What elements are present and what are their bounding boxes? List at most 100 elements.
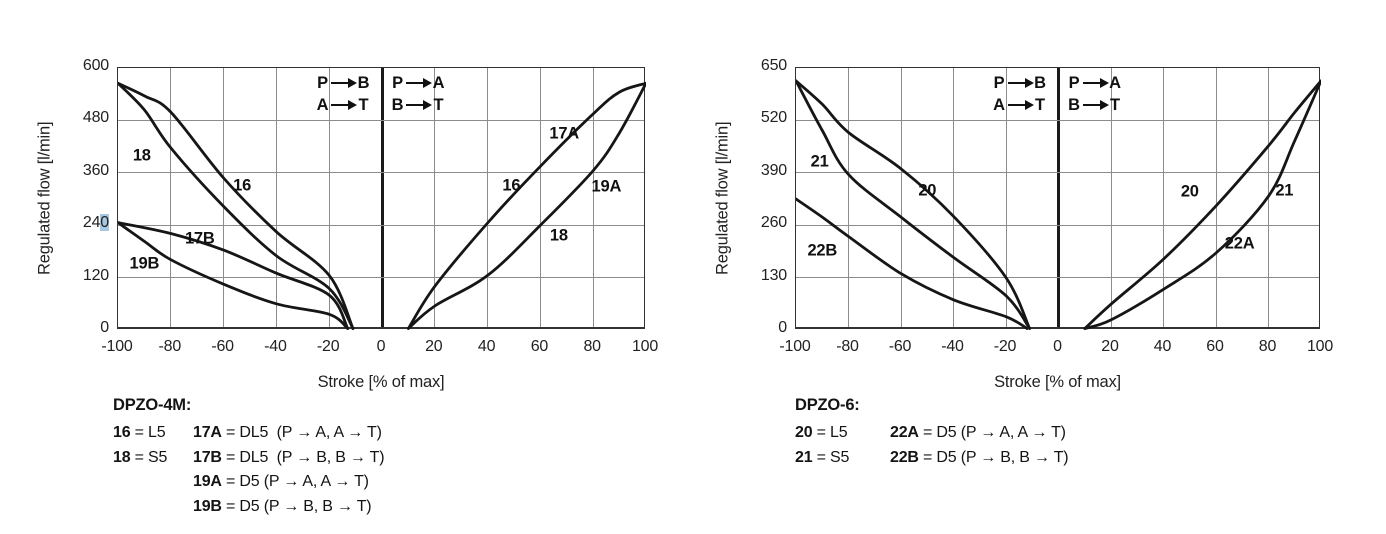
spool-code: 16 [113,424,131,442]
y-tick-label: 650 [760,57,787,74]
gridline-vertical [1005,68,1007,327]
curve-21-22A [1083,79,1321,330]
spool-code: 20 [795,424,813,442]
port-letter: T [1035,95,1045,114]
curve-19B [118,221,350,330]
plot-area-0: 18 16 17B 19B 17A 16 19A 18 P B A T P A B T [117,67,646,330]
x-tick-label: -100 [101,338,133,355]
gridline-vertical [1110,68,1112,327]
gridline-vertical [170,68,172,327]
x-tick-label: 60 [530,338,549,355]
gridline-horizontal [796,277,1319,279]
gridline-vertical [1163,68,1164,327]
spool-code: 18 [113,448,131,466]
curve-label-16: 16 [233,176,252,195]
curves-layer [796,79,1321,330]
y-tick-text: 24 [82,214,101,232]
spool-legend-1: DPZO-6: 20 = L5 22A = D5 (P → A, A → T) 21 … [795,396,1069,470]
x-tick-label: 0 [376,338,386,355]
y-tick-label: 130 [760,266,787,284]
y-tick-label: 390 [760,161,787,179]
y-tick-label: 240 [51,214,109,232]
curve-label-21: 21 [1275,181,1294,200]
spool-desc: = DL5 (P → A, A → T) [221,424,382,442]
spool-code: 22B [890,448,919,466]
gridline-horizontal [118,172,644,174]
flow-arrow-icon [1082,81,1107,85]
curve-16 [118,81,355,330]
x-axis-title: Stroke [% of max] [317,373,445,391]
spool-desc: = L5 [130,424,166,442]
y-tick-label: 0 [100,319,109,336]
x-tick-label: -60 [888,338,912,355]
spool-legend-col2: 17A = DL5 (P → A, A → T) [193,424,382,442]
curve-17B [118,221,350,330]
spool-legend-row: 16 = L5 17A = DL5 (P → A, A → T) [113,421,384,446]
gridline-vertical [1215,68,1217,327]
spool-code: 22A [890,424,919,442]
spool-desc: = S5 [130,448,168,466]
spool-code: 19B [193,497,222,515]
curves-layer [118,81,646,330]
port-letter: P [392,73,403,92]
x-tick-label: 80 [583,338,601,355]
spool-legend-col2: 22B = D5 (P → B, B → T) [890,448,1069,467]
gridline-vertical [434,68,436,327]
flow-arrow-icon [406,103,430,107]
x-tick-label: -80 [836,338,859,355]
curve-label-16: 16 [502,176,521,195]
port-letter: P [993,73,1005,92]
curve-18 [118,81,355,330]
y-tick-label: 0 [778,319,787,336]
port-letter: T [1110,95,1120,114]
port-letter: T [433,95,444,114]
spool-legend-col1: 20 = L5 [795,424,890,442]
spool-desc: = D5 (P → B, B → T) [221,497,372,515]
x-tick-label: -20 [316,338,340,355]
spool-legend-col2: 19B = D5 (P → B, B → T) [193,497,372,516]
y-tick-label: 260 [760,214,787,232]
port-letter: P [317,73,328,92]
curve-18-19A [407,81,646,330]
curve-label-18: 18 [549,226,568,245]
x-tick-label: -20 [993,338,1017,355]
curve-label-20: 20 [918,181,937,200]
gridline-vertical [275,68,277,327]
x-tick-label: 40 [477,338,496,355]
spool-legend-col2: 19A = D5 (P → A, A → T) [193,473,369,491]
spool-desc: = D5 (P → A, A → T) [918,424,1066,442]
y-tick-label: 360 [82,161,109,179]
flow-arrow-icon [1007,81,1032,85]
x-tick-label: 0 [1053,338,1062,355]
x-tick-label: -60 [211,338,234,355]
x-tick-label: 100 [1306,338,1334,355]
gridline-vertical [539,68,541,327]
spool-code: 19A [193,473,222,491]
curve-20 [796,79,1031,330]
gridline-vertical [848,68,849,327]
x-tick-label: -100 [779,338,811,355]
curve-label-17B: 17B [184,229,215,248]
spool-legend-row: 20 = L5 22A = D5 (P → A, A → T) [795,421,1068,446]
gridline-vertical [223,68,225,327]
y-axis-title: Regulated flow [l/min] [35,121,54,275]
curve-label-22B: 22B [807,241,838,260]
spool-desc: = S5 [812,448,850,466]
plot-area-1: 21 20 22B 20 21 22A P B A T P A B T [795,67,1321,330]
spool-legend-row: 18 = S5 17B = DL5 (P → B, B → T) [113,446,385,471]
flow-arrow-icon [1007,103,1032,107]
x-tick-label: -40 [264,338,287,355]
spool-desc: = D5 (P → B, B → T) [918,448,1069,466]
flow-arrow-icon [331,81,355,85]
x-tick-label: -80 [158,338,182,355]
port-letter: A [1109,73,1121,92]
port-letter: T [358,95,369,114]
text-selection-highlight: 0 [100,214,109,232]
